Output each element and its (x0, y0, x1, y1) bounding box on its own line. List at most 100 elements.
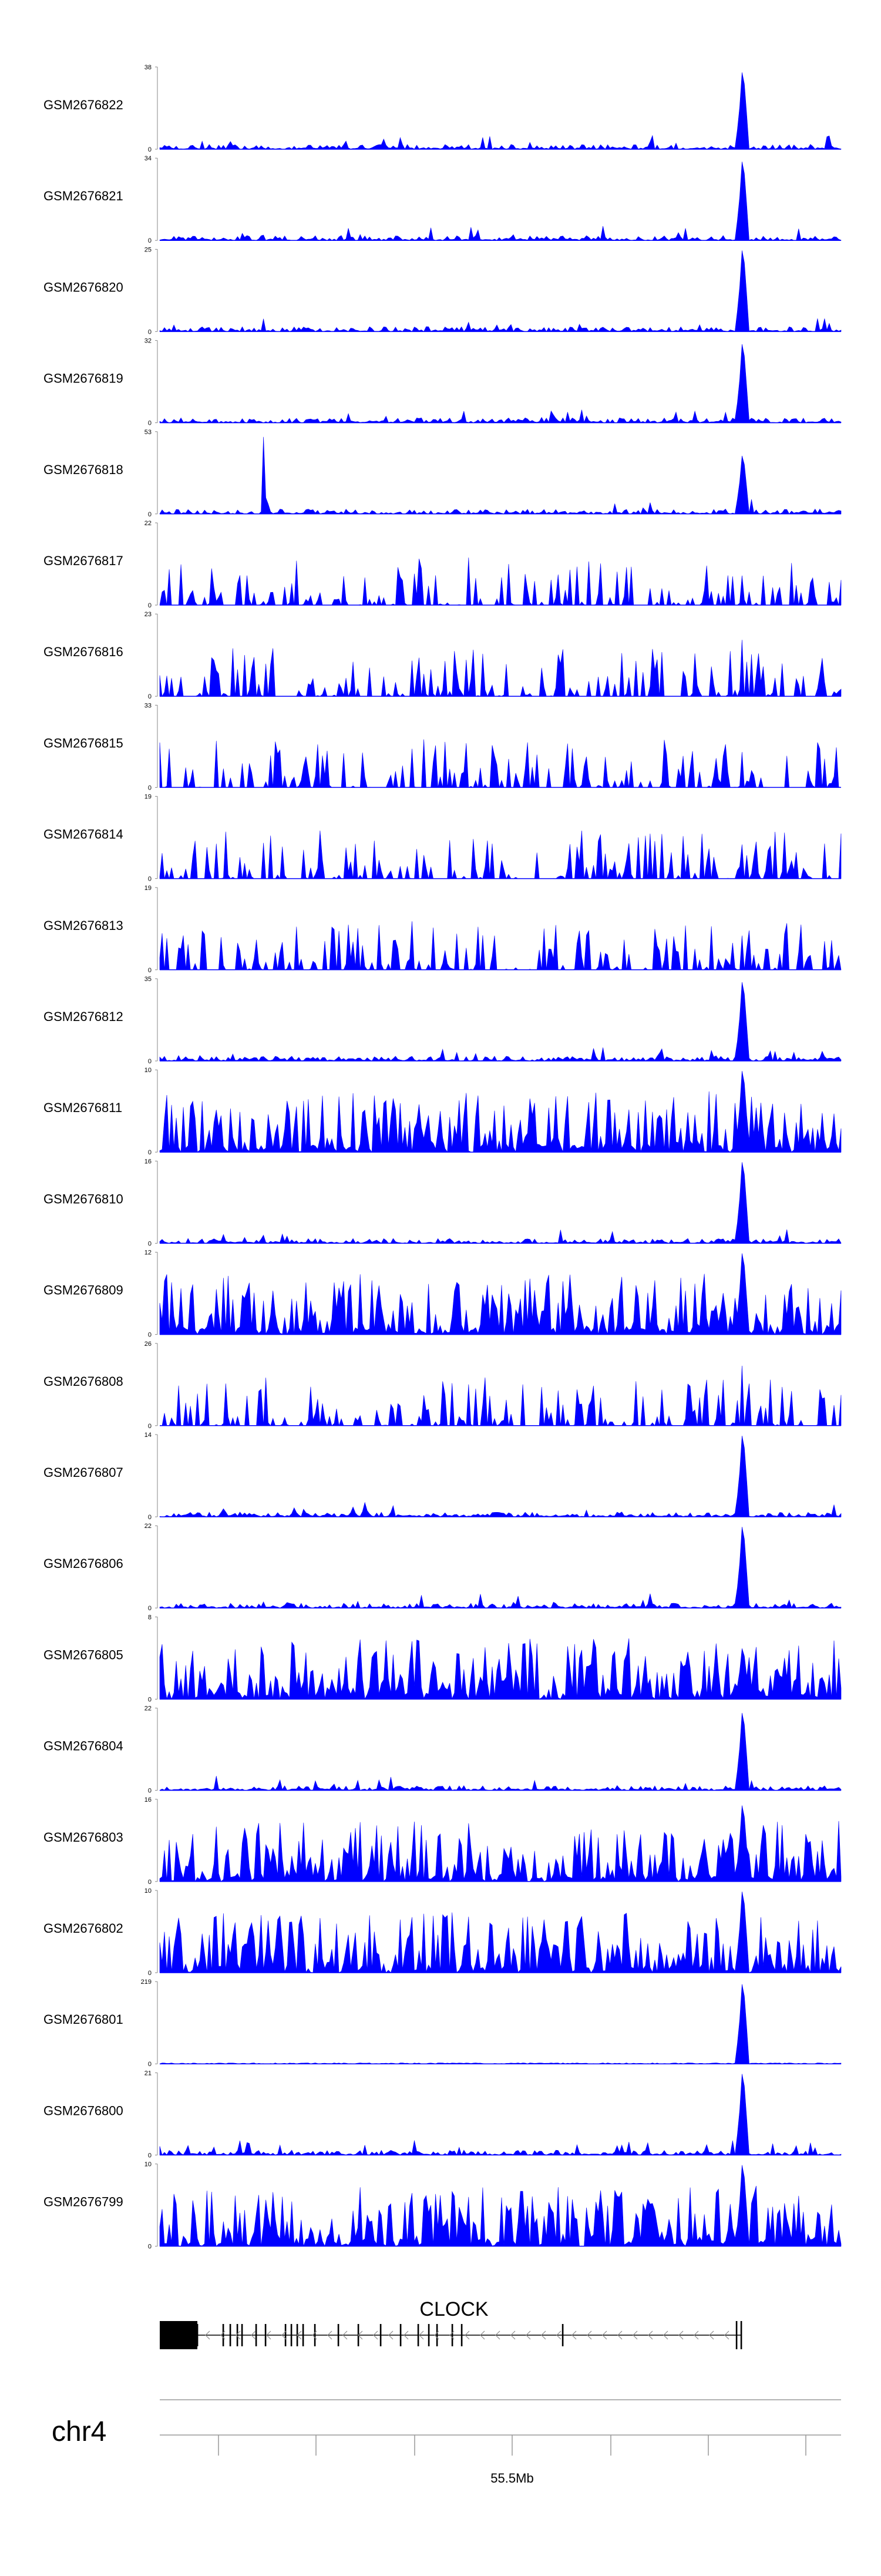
gene-exon (735, 2321, 738, 2349)
track-label: GSM2676818 (43, 462, 123, 477)
gene-exon (436, 2324, 438, 2346)
coverage-area (159, 1638, 842, 1700)
coverage-track: GSM2676818 53 0 (43, 429, 842, 518)
track-ymax-label: 19 (144, 885, 152, 892)
chromosome-label: chr4 (52, 2416, 106, 2447)
track-label: GSM2676821 (43, 189, 123, 203)
coverage-area (159, 1435, 842, 1517)
track-ymax-label: 53 (144, 429, 152, 436)
gene-utr-block (160, 2321, 197, 2349)
track-ymax-label: 10 (144, 1888, 152, 1895)
track-ymin-label: 0 (148, 1788, 152, 1795)
strand-arrow-icon (480, 2330, 485, 2340)
coverage-area (159, 557, 842, 606)
track-ymin-label: 0 (148, 602, 152, 609)
track-ymin-label: 0 (148, 876, 152, 883)
track-ymin-label: 0 (148, 693, 152, 700)
coverage-area (159, 640, 842, 697)
track-label: GSM2676800 (43, 2103, 123, 2118)
strand-arrow-icon (388, 2330, 394, 2340)
track-label: GSM2676799 (43, 2195, 123, 2209)
track-ymax-label: 32 (144, 338, 152, 345)
gene-exon (241, 2324, 243, 2346)
strand-arrow-icon (526, 2330, 531, 2340)
coverage-track: GSM2676807 14 0 (43, 1432, 842, 1521)
coverage-track: GSM2676820 25 0 (43, 246, 842, 335)
track-label: GSM2676810 (43, 1191, 123, 1206)
strand-arrow-icon (419, 2330, 424, 2340)
coverage-area (159, 250, 842, 332)
strand-arrow-icon (678, 2330, 684, 2340)
coverage-area (159, 830, 842, 879)
coverage-track: GSM2676808 26 0 (43, 1341, 842, 1430)
track-ymin-label: 0 (148, 1879, 152, 1886)
coverage-track: GSM2676816 23 0 (43, 611, 842, 700)
track-label: GSM2676811 (43, 1100, 122, 1115)
track-ymax-label: 21 (144, 2070, 152, 2077)
strand-arrow-icon (633, 2330, 638, 2340)
coverage-track: GSM2676817 22 0 (43, 520, 842, 609)
coverage-track: GSM2676814 19 0 (43, 794, 842, 883)
track-ymax-label: 38 (144, 64, 152, 71)
coverage-track: GSM2676822 38 0 (43, 64, 842, 153)
coverage-area (159, 1071, 842, 1153)
coverage-area (159, 921, 842, 970)
track-label: GSM2676820 (43, 280, 123, 294)
strand-arrow-icon (358, 2330, 363, 2340)
track-ymax-label: 26 (144, 1341, 152, 1348)
track-ymin-label: 0 (148, 146, 152, 153)
track-ymax-label: 35 (144, 976, 152, 983)
coverage-area (159, 1712, 842, 1791)
track-label: GSM2676812 (43, 1009, 123, 1024)
coverage-track: GSM2676800 21 0 (43, 2070, 842, 2159)
track-label: GSM2676809 (43, 1283, 123, 1298)
track-ymax-label: 12 (144, 1250, 152, 1257)
strand-arrow-icon (327, 2330, 332, 2340)
track-label: GSM2676808 (43, 1374, 123, 1389)
track-ymin-label: 0 (148, 1423, 152, 1430)
track-label: GSM2676804 (43, 1739, 123, 1754)
coverage-track: GSM2676809 12 0 (43, 1250, 842, 1339)
gene-exon (314, 2324, 316, 2346)
track-ymax-label: 22 (144, 520, 152, 527)
gene-exon (428, 2324, 430, 2346)
strand-arrow-icon (403, 2330, 409, 2340)
track-label: GSM2676801 (43, 2012, 123, 2027)
gene-exon (196, 2324, 199, 2346)
coverage-area (159, 344, 842, 424)
track-label: GSM2676814 (43, 827, 123, 842)
coverage-track: GSM2676819 32 0 (43, 338, 842, 427)
strand-arrow-icon (236, 2330, 241, 2340)
track-label: GSM2676806 (43, 1556, 123, 1571)
coverage-track: GSM2676805 8 0 (43, 1614, 842, 1703)
gene-exon (399, 2324, 402, 2346)
track-label: GSM2676805 (43, 1647, 123, 1662)
coverage-track: GSM2676810 16 0 (43, 1158, 842, 1247)
track-label: GSM2676819 (43, 371, 123, 386)
track-ymax-label: 23 (144, 611, 152, 618)
track-ymin-label: 0 (148, 2152, 152, 2159)
track-ymin-label: 0 (148, 1240, 152, 1247)
coverage-area (159, 2165, 842, 2247)
gene-exon (460, 2324, 463, 2346)
gene-exon (264, 2324, 267, 2346)
strand-arrow-icon (663, 2330, 668, 2340)
coverage-area (159, 1527, 842, 1608)
track-ymin-label: 0 (148, 2061, 152, 2068)
coverage-track: GSM2676813 19 0 (43, 885, 842, 974)
coverage-track: GSM2676801 219 0 (43, 1979, 842, 2068)
track-ymin-label: 0 (148, 328, 152, 335)
track-ymax-label: 34 (144, 155, 152, 162)
strand-arrow-icon (465, 2330, 470, 2340)
track-ymin-label: 0 (148, 967, 152, 974)
track-ymax-label: 14 (144, 1432, 152, 1439)
gene-exon (236, 2324, 238, 2346)
coverage-track: GSM2676804 22 0 (43, 1705, 842, 1795)
strand-arrow-icon (266, 2330, 271, 2340)
track-ymin-label: 0 (148, 1970, 152, 1977)
coverage-track: GSM2676812 35 0 (43, 976, 842, 1065)
strand-arrow-icon (495, 2330, 500, 2340)
gene-exon (451, 2324, 453, 2346)
strand-arrow-icon (724, 2330, 729, 2340)
track-ymax-label: 25 (144, 246, 152, 253)
